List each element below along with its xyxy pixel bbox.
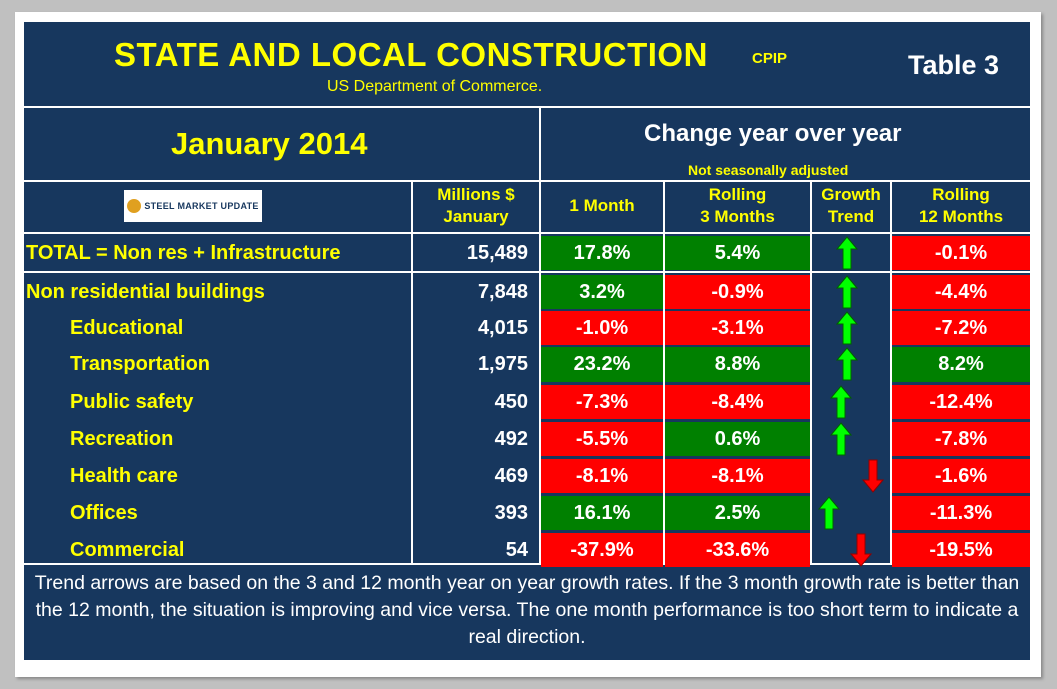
row-label: Non residential buildings [26, 280, 265, 303]
millions-value: 4,015 [477, 316, 528, 339]
row-label: Offices [70, 501, 138, 524]
footnote: Trend arrows are based on the 3 and 12 m… [34, 572, 1020, 648]
col-millions-sub: January [443, 207, 509, 226]
one-month-value: -5.5% [541, 422, 663, 456]
divider [539, 106, 541, 182]
period-label: January 2014 [171, 126, 368, 161]
rolling3-value: 0.6% [665, 422, 810, 456]
rolling12-value: -11.3% [892, 496, 1030, 530]
millions-value: 469 [494, 464, 528, 487]
row-label: Transportation [70, 353, 211, 375]
one-month-value: -8.1% [541, 459, 663, 493]
millions-value: 492 [494, 427, 528, 450]
col-growth: Growth Trend [812, 184, 890, 228]
table-title: STATE AND LOCAL CONSTRUCTION [114, 36, 708, 73]
one-month-value: -1.0% [541, 311, 663, 345]
millions-value: 1,975 [477, 353, 528, 375]
rolling3-value: -3.1% [665, 311, 810, 345]
millions-value: 7,848 [477, 280, 528, 303]
divider [24, 180, 1030, 182]
rolling12-value: -4.4% [892, 275, 1030, 309]
trend-arrow-down-icon [862, 459, 884, 493]
row-label: Recreation [70, 427, 174, 450]
table-label: Table 3 [908, 50, 1000, 80]
divider [663, 180, 665, 563]
millions-value: 54 [505, 538, 528, 561]
col-rolling3-sub: 3 Months [700, 207, 775, 226]
rolling12-value: -0.1% [892, 236, 1030, 270]
rolling12-value: 8.2% [892, 347, 1030, 382]
row-label: Commercial [70, 538, 185, 561]
logo-circle-icon [127, 199, 142, 213]
col-growth-label: Growth [821, 185, 881, 204]
rolling12-value: -7.8% [892, 422, 1030, 456]
rolling12-value: -7.2% [892, 311, 1030, 345]
table-panel: STATE AND LOCAL CONSTRUCTION CPIP Table … [22, 20, 1032, 662]
logo: STEEL MARKET UPDATE [124, 190, 262, 222]
divider [24, 563, 1030, 565]
trend-arrow-up-icon [836, 347, 858, 381]
change-note: Not seasonally adjusted [688, 162, 849, 178]
title-tag: CPIP [752, 50, 788, 67]
divider [24, 271, 1030, 273]
one-month-value: 16.1% [541, 496, 663, 530]
rolling3-value: 5.4% [665, 236, 810, 270]
trend-arrow-up-icon [818, 496, 840, 530]
col-rolling12-label: Rolling [932, 185, 990, 204]
row-label: Public safety [70, 390, 194, 413]
row-label: Educational [70, 316, 184, 339]
trend-arrow-up-icon [836, 311, 858, 345]
col-rolling12: Rolling 12 Months [892, 184, 1030, 228]
col-millions: Millions $ January [414, 184, 538, 228]
one-month-value: 23.2% [541, 347, 663, 382]
divider [24, 106, 1030, 108]
col-growth-sub: Trend [827, 207, 875, 226]
rolling12-value: -12.4% [892, 385, 1030, 419]
col-rolling3-label: Rolling [708, 185, 767, 204]
row-label: Health care [70, 464, 178, 487]
divider [24, 232, 1030, 234]
trend-arrow-down-icon [850, 533, 872, 567]
rolling3-value: -8.4% [665, 385, 810, 419]
rolling12-value: -19.5% [892, 533, 1030, 567]
one-month-value: 3.2% [541, 275, 663, 309]
trend-arrow-up-icon [830, 385, 852, 419]
rolling12-value: -1.6% [892, 459, 1030, 493]
trend-arrow-up-icon [836, 275, 858, 309]
trend-arrow-up-icon [830, 422, 852, 456]
col-millions-label: Millions $ [437, 185, 515, 204]
divider [411, 180, 413, 563]
rolling3-value: 8.8% [665, 347, 810, 382]
source-subtitle: US Department of Commerce. [327, 78, 543, 95]
col-one-month: 1 Month [569, 196, 635, 215]
logo-text: STEEL MARKET UPDATE [144, 201, 259, 211]
divider [890, 180, 892, 563]
one-month-value: 17.8% [541, 236, 663, 270]
millions-value: 15,489 [466, 241, 528, 264]
rolling3-value: -33.6% [665, 533, 810, 567]
change-heading: Change year over year [644, 120, 902, 147]
rolling3-value: -0.9% [665, 275, 810, 309]
divider [810, 180, 812, 563]
rolling3-value: -8.1% [665, 459, 810, 493]
row-label: TOTAL = Non res + Infrastructure [26, 241, 341, 264]
divider [539, 180, 541, 563]
millions-value: 450 [494, 390, 528, 413]
trend-arrow-up-icon [836, 236, 858, 270]
col-rolling12-sub: 12 Months [918, 207, 1004, 226]
col-rolling3: Rolling 3 Months [665, 184, 810, 228]
rolling3-value: 2.5% [665, 496, 810, 530]
one-month-value: -7.3% [541, 385, 663, 419]
millions-value: 393 [494, 501, 528, 524]
one-month-value: -37.9% [541, 533, 663, 567]
